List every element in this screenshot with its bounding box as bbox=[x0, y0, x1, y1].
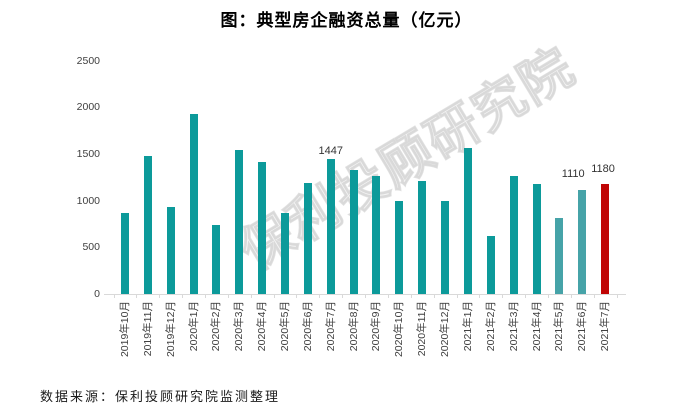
x-axis-label: 2020年2月 bbox=[210, 301, 223, 352]
y-axis-tick-label: 2000 bbox=[76, 101, 100, 114]
x-axis-tick-mark bbox=[593, 295, 595, 298]
x-axis-label: 2021年2月 bbox=[484, 301, 497, 352]
x-axis-tick-mark bbox=[342, 295, 344, 298]
bar bbox=[326, 158, 335, 294]
bar bbox=[303, 182, 312, 294]
y-axis-tick-label: 1500 bbox=[76, 148, 100, 161]
x-axis-label: 2021年5月 bbox=[553, 301, 566, 352]
x-axis-label: 2021年6月 bbox=[576, 301, 589, 352]
x-axis-tick-mark bbox=[479, 295, 481, 298]
x-axis-label: 2020年11月 bbox=[416, 301, 429, 357]
x-axis-tick-mark bbox=[547, 295, 549, 298]
x-axis-tick-mark bbox=[525, 295, 527, 298]
x-axis-tick-mark bbox=[250, 295, 252, 298]
x-axis-tick-mark bbox=[113, 295, 115, 298]
bar-value-label: 1180 bbox=[591, 162, 615, 175]
bar bbox=[372, 175, 381, 294]
bar-value-label: 1447 bbox=[318, 144, 343, 157]
x-axis-tick-mark bbox=[136, 295, 138, 298]
bar bbox=[578, 190, 587, 294]
bar bbox=[121, 212, 130, 294]
x-axis-tick-mark bbox=[296, 295, 298, 298]
chart-title: 图：典型房企融资总量（亿元） bbox=[220, 11, 473, 30]
y-axis-tick-label: 1000 bbox=[76, 194, 100, 207]
x-axis-label: 2020年4月 bbox=[256, 301, 269, 352]
x-axis-label: 2019年11月 bbox=[141, 301, 154, 357]
bar bbox=[189, 113, 198, 294]
x-axis-label: 2020年8月 bbox=[347, 301, 360, 352]
bar bbox=[143, 155, 152, 294]
x-axis-tick-mark bbox=[205, 295, 207, 298]
bar bbox=[166, 207, 175, 294]
x-axis-tick-mark bbox=[365, 295, 367, 298]
x-axis-label: 2020年7月 bbox=[324, 301, 337, 352]
x-axis-tick-mark bbox=[159, 295, 161, 298]
x-axis-tick-mark bbox=[227, 295, 229, 298]
data-source-note: 数据来源：保利投顾研究院监测整理 bbox=[40, 389, 281, 404]
bar bbox=[463, 148, 472, 294]
x-axis-label: 2019年10月 bbox=[119, 301, 132, 358]
x-axis-label: 2021年7月 bbox=[599, 301, 612, 352]
bar bbox=[509, 176, 518, 294]
y-axis-tick-label: 0 bbox=[94, 288, 100, 300]
x-axis-label: 2020年6月 bbox=[301, 301, 314, 352]
x-axis-tick-mark bbox=[570, 295, 572, 298]
x-axis-tick-mark bbox=[410, 295, 412, 298]
x-axis-label: 2021年4月 bbox=[530, 301, 543, 352]
x-axis-line bbox=[104, 294, 626, 295]
x-axis-tick-mark bbox=[456, 295, 458, 298]
x-axis-label: 2020年5月 bbox=[279, 301, 292, 352]
bar bbox=[601, 183, 610, 294]
x-axis-tick-mark bbox=[273, 295, 275, 298]
x-axis-tick-mark bbox=[616, 295, 618, 298]
bar bbox=[281, 212, 290, 294]
x-axis-tick-mark bbox=[387, 295, 389, 298]
bar bbox=[395, 200, 404, 294]
x-axis-label: 2021年3月 bbox=[507, 301, 520, 352]
bar bbox=[532, 184, 541, 294]
bar bbox=[441, 200, 450, 294]
x-axis-label: 2020年10月 bbox=[393, 301, 406, 358]
x-axis-label: 2020年12月 bbox=[439, 301, 452, 358]
x-axis-tick-mark bbox=[502, 295, 504, 298]
x-axis-label: 2020年1月 bbox=[187, 301, 200, 352]
x-axis-tick-mark bbox=[433, 295, 435, 298]
bar bbox=[349, 169, 358, 294]
bar bbox=[555, 218, 564, 294]
bar bbox=[212, 224, 221, 294]
x-axis-label: 2019年12月 bbox=[164, 301, 177, 358]
bar bbox=[418, 181, 427, 294]
x-axis-tick-mark bbox=[319, 295, 321, 298]
y-axis-tick-label: 500 bbox=[82, 241, 100, 254]
bar bbox=[486, 235, 495, 294]
y-axis-tick-label: 2500 bbox=[76, 54, 100, 67]
bar-value-label: 1110 bbox=[561, 168, 585, 181]
bar bbox=[235, 150, 244, 294]
x-axis-tick-mark bbox=[182, 295, 184, 298]
x-axis-label: 2020年3月 bbox=[233, 301, 246, 352]
x-axis-label: 2021年1月 bbox=[461, 301, 474, 352]
bar bbox=[258, 162, 267, 294]
x-axis-label: 2020年9月 bbox=[370, 301, 383, 352]
